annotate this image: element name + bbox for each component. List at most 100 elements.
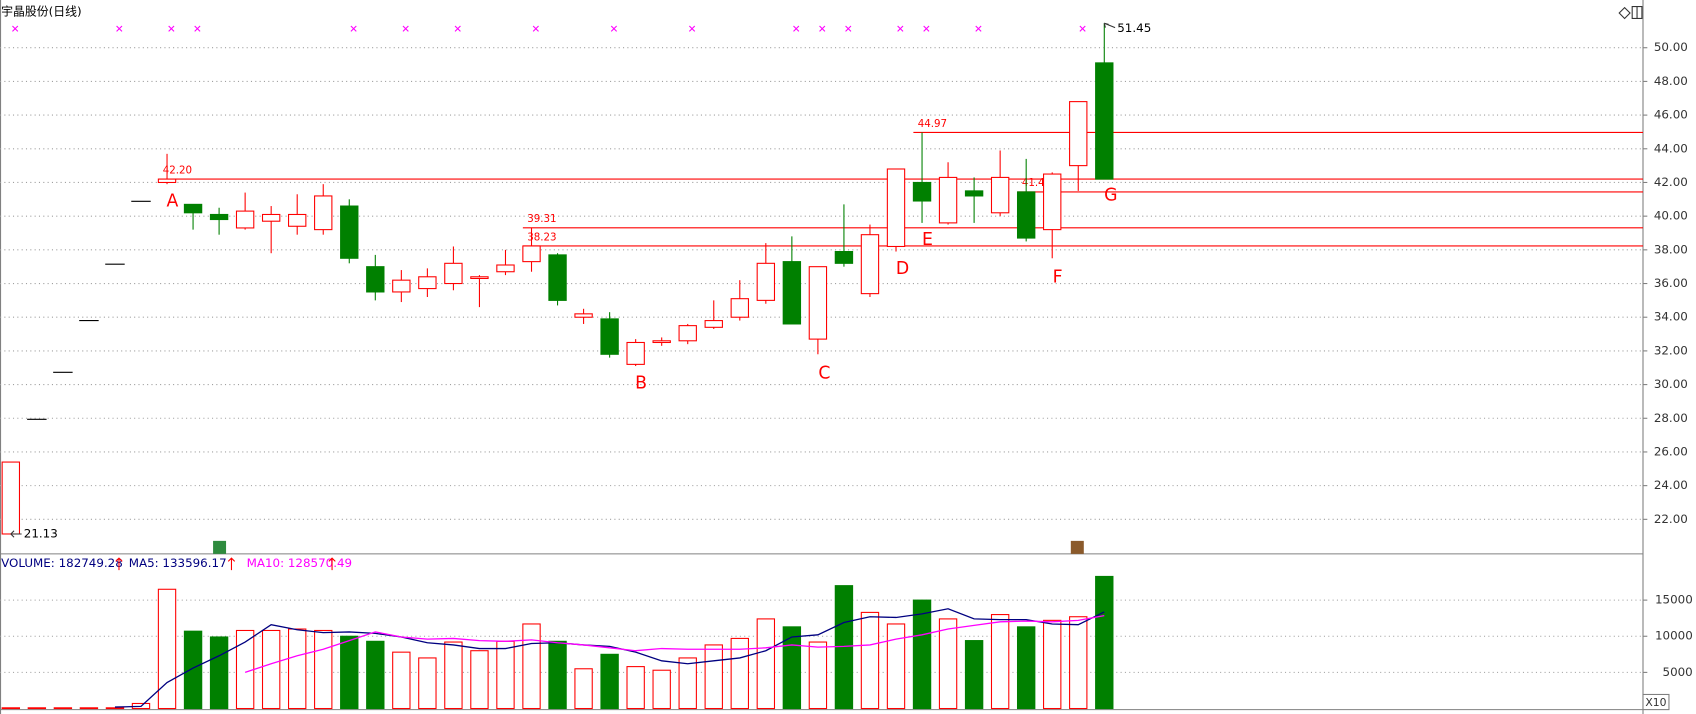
legend-ma5: MA5: 133596.17 [129, 556, 227, 570]
candle-body [470, 276, 489, 280]
candle-body [288, 213, 307, 227]
candle-body [183, 203, 203, 214]
y-tick-label: 30.00 [1654, 377, 1688, 391]
y-tick-label: 34.00 [1654, 310, 1688, 324]
top-marker [454, 25, 461, 32]
icon-diamond[interactable] [1618, 6, 1631, 20]
candle-body [730, 298, 749, 318]
unit-box [1642, 693, 1670, 711]
point-label: D [896, 259, 909, 279]
y-tick-label: 46.00 [1654, 108, 1688, 122]
top-marker [845, 25, 852, 32]
candle-body [366, 266, 385, 293]
top-marker [923, 25, 930, 32]
top-marker [532, 25, 539, 32]
volume-bar [574, 668, 593, 710]
candle-body [938, 176, 958, 224]
point-label: A [167, 191, 179, 211]
candle-body [157, 178, 177, 184]
legend-volume: VOLUME: 182749.28 [1, 556, 123, 570]
volume-bar [990, 614, 1010, 710]
candle-body [1, 461, 21, 535]
top-marker [688, 25, 696, 32]
volume-bar [261, 629, 281, 710]
y-tick-label: 10000 [1655, 629, 1693, 643]
candle-body [314, 195, 333, 231]
top-marker [350, 25, 357, 32]
candle-body [444, 262, 463, 285]
candle-body [990, 176, 1010, 214]
level-label: 39.31 [527, 213, 556, 225]
top-marker [819, 25, 826, 32]
y-tick-label: 44.00 [1654, 141, 1688, 155]
volume-bar [1043, 619, 1062, 710]
min-label: 21.13 [24, 526, 58, 540]
icon-event[interactable] [1070, 540, 1084, 554]
level-label: 44.97 [918, 118, 947, 130]
volume-bar [496, 640, 515, 710]
icon-event[interactable] [213, 540, 227, 554]
candle-body [678, 325, 697, 342]
candle-body [418, 276, 437, 290]
volume-bar [886, 623, 906, 710]
candle-body [782, 261, 802, 325]
candle-body [1069, 101, 1088, 167]
volume-bar [366, 640, 385, 710]
candle-body [652, 340, 671, 344]
top-marker [793, 25, 800, 32]
ma-line [244, 614, 1105, 674]
y-tick-label: 32.00 [1654, 343, 1688, 357]
volume-bar [600, 653, 619, 710]
candle-body [704, 320, 723, 328]
volume-bar [418, 657, 437, 710]
y-tick-label: 38.00 [1654, 242, 1688, 256]
volume-bar [522, 623, 541, 710]
y-tick-label: 15000 [1655, 593, 1693, 607]
candle-body [522, 245, 541, 263]
volume-bar [626, 666, 645, 710]
candle-body [1043, 173, 1062, 231]
y-tick-label: 36.00 [1654, 276, 1688, 290]
volume-bar [340, 635, 359, 710]
y-tick-label: 28.00 [1654, 411, 1688, 425]
volume-bar [938, 618, 958, 710]
volume-bar [548, 640, 567, 710]
y-tick-label: 22.00 [1654, 512, 1688, 526]
candle-body [626, 341, 645, 365]
volume-bar [756, 618, 776, 710]
volume-bar [912, 599, 932, 710]
top-marker [1079, 25, 1086, 32]
volume-bar [730, 637, 749, 710]
volume-bar [1069, 616, 1088, 710]
y-tick-label: 26.00 [1654, 444, 1688, 458]
volume-bar [79, 707, 99, 710]
candle-body [600, 318, 619, 355]
candle-body [340, 205, 359, 259]
candle-body [1095, 62, 1114, 180]
candle-body [1016, 191, 1036, 239]
volume-bar [1, 707, 21, 710]
candle-body [496, 264, 515, 273]
volume-bar [183, 630, 203, 710]
legend-ma10: MA10: 128570.49 [247, 556, 352, 570]
candle-body [964, 190, 984, 197]
top-marker [12, 25, 19, 32]
top-marker [168, 25, 175, 32]
point-label: B [635, 373, 647, 393]
y-tick-label: 42.00 [1654, 175, 1688, 189]
volume-bar [1095, 575, 1114, 710]
candle-body [261, 213, 281, 222]
volume-bar [652, 669, 671, 710]
volume-bar [314, 629, 333, 710]
top-marker [897, 25, 904, 32]
y-tick-label: 5000 [1663, 665, 1693, 679]
point-label: E [922, 230, 933, 250]
max-label: 51.45 [1117, 21, 1151, 35]
volume-bar [209, 636, 229, 710]
candle-body [756, 262, 776, 301]
volume-bar [964, 640, 984, 710]
candle-body [392, 279, 411, 293]
y-tick-label: 24.00 [1654, 478, 1688, 492]
